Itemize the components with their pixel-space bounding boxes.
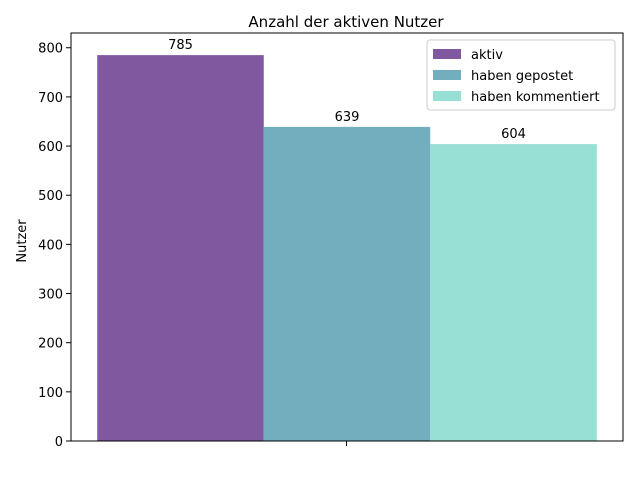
bar-1 — [97, 55, 264, 441]
data-label-2: 639 — [335, 110, 360, 125]
bar-2 — [263, 126, 431, 441]
data-label-3: 604 — [501, 127, 526, 142]
y-axis-label: Nutzer — [15, 219, 30, 263]
legend-label-2: haben gepostet — [471, 69, 573, 84]
y-tick-label: 800 — [38, 42, 63, 57]
y-tick-label: 700 — [38, 91, 63, 106]
y-tick-label: 600 — [38, 140, 63, 155]
legend: aktiv haben gepostet haben kommentiert — [426, 39, 616, 111]
y-ticks-group: 0 100 200 300 400 500 600 700 800 — [38, 42, 71, 450]
legend-swatch-2 — [433, 70, 461, 80]
data-labels-group: 785 639 604 — [168, 38, 526, 142]
y-tick-label: 500 — [38, 189, 63, 204]
legend-label-1: aktiv — [471, 48, 503, 63]
legend-box — [426, 39, 616, 111]
chart-title: Anzahl der aktiven Nutzer — [248, 13, 444, 31]
y-tick-label: 300 — [38, 288, 63, 303]
bar-3 — [430, 144, 597, 441]
y-tick-label: 100 — [38, 386, 63, 401]
legend-label-3: haben kommentiert — [471, 90, 600, 105]
data-label-1: 785 — [168, 38, 193, 53]
bars-group — [97, 55, 597, 441]
y-tick-label: 200 — [38, 337, 63, 352]
y-tick-label: 400 — [38, 238, 63, 253]
legend-swatch-3 — [433, 91, 461, 101]
legend-swatch-1 — [433, 49, 461, 59]
y-tick-label: 0 — [55, 435, 63, 450]
